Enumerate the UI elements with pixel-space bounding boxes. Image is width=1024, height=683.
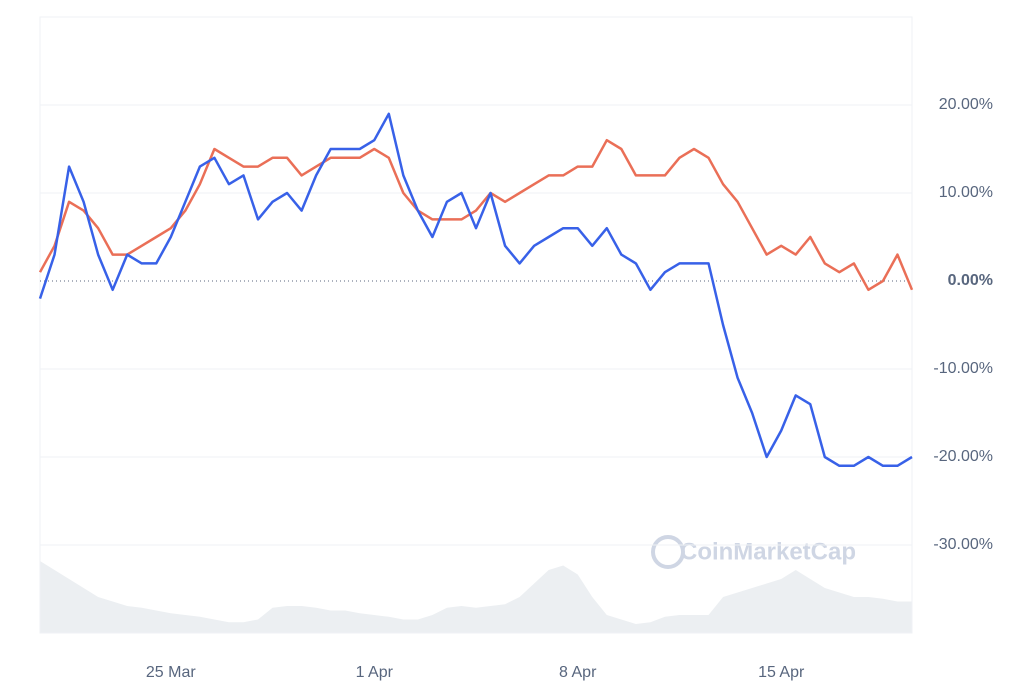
watermark: CoinMarketCap (680, 538, 856, 565)
watermark-logo (651, 535, 685, 569)
plot-frame (39, 16, 913, 634)
y-tick-label: 20.00% (939, 96, 993, 113)
x-tick-label: 1 Apr (356, 664, 394, 681)
y-tick-label: -30.00% (933, 536, 993, 553)
y-tick-label: -20.00% (933, 448, 993, 465)
x-tick-label: 8 Apr (559, 664, 597, 681)
x-tick-label: 25 Mar (146, 664, 196, 681)
x-tick-label: 15 Apr (758, 664, 805, 681)
y-tick-label: 10.00% (939, 184, 993, 201)
volume-area (40, 561, 912, 633)
series-line (38, 112, 913, 468)
y-tick-label: -10.00% (933, 360, 993, 377)
y-tick-label: 0.00% (948, 272, 993, 289)
series-line (38, 138, 914, 292)
